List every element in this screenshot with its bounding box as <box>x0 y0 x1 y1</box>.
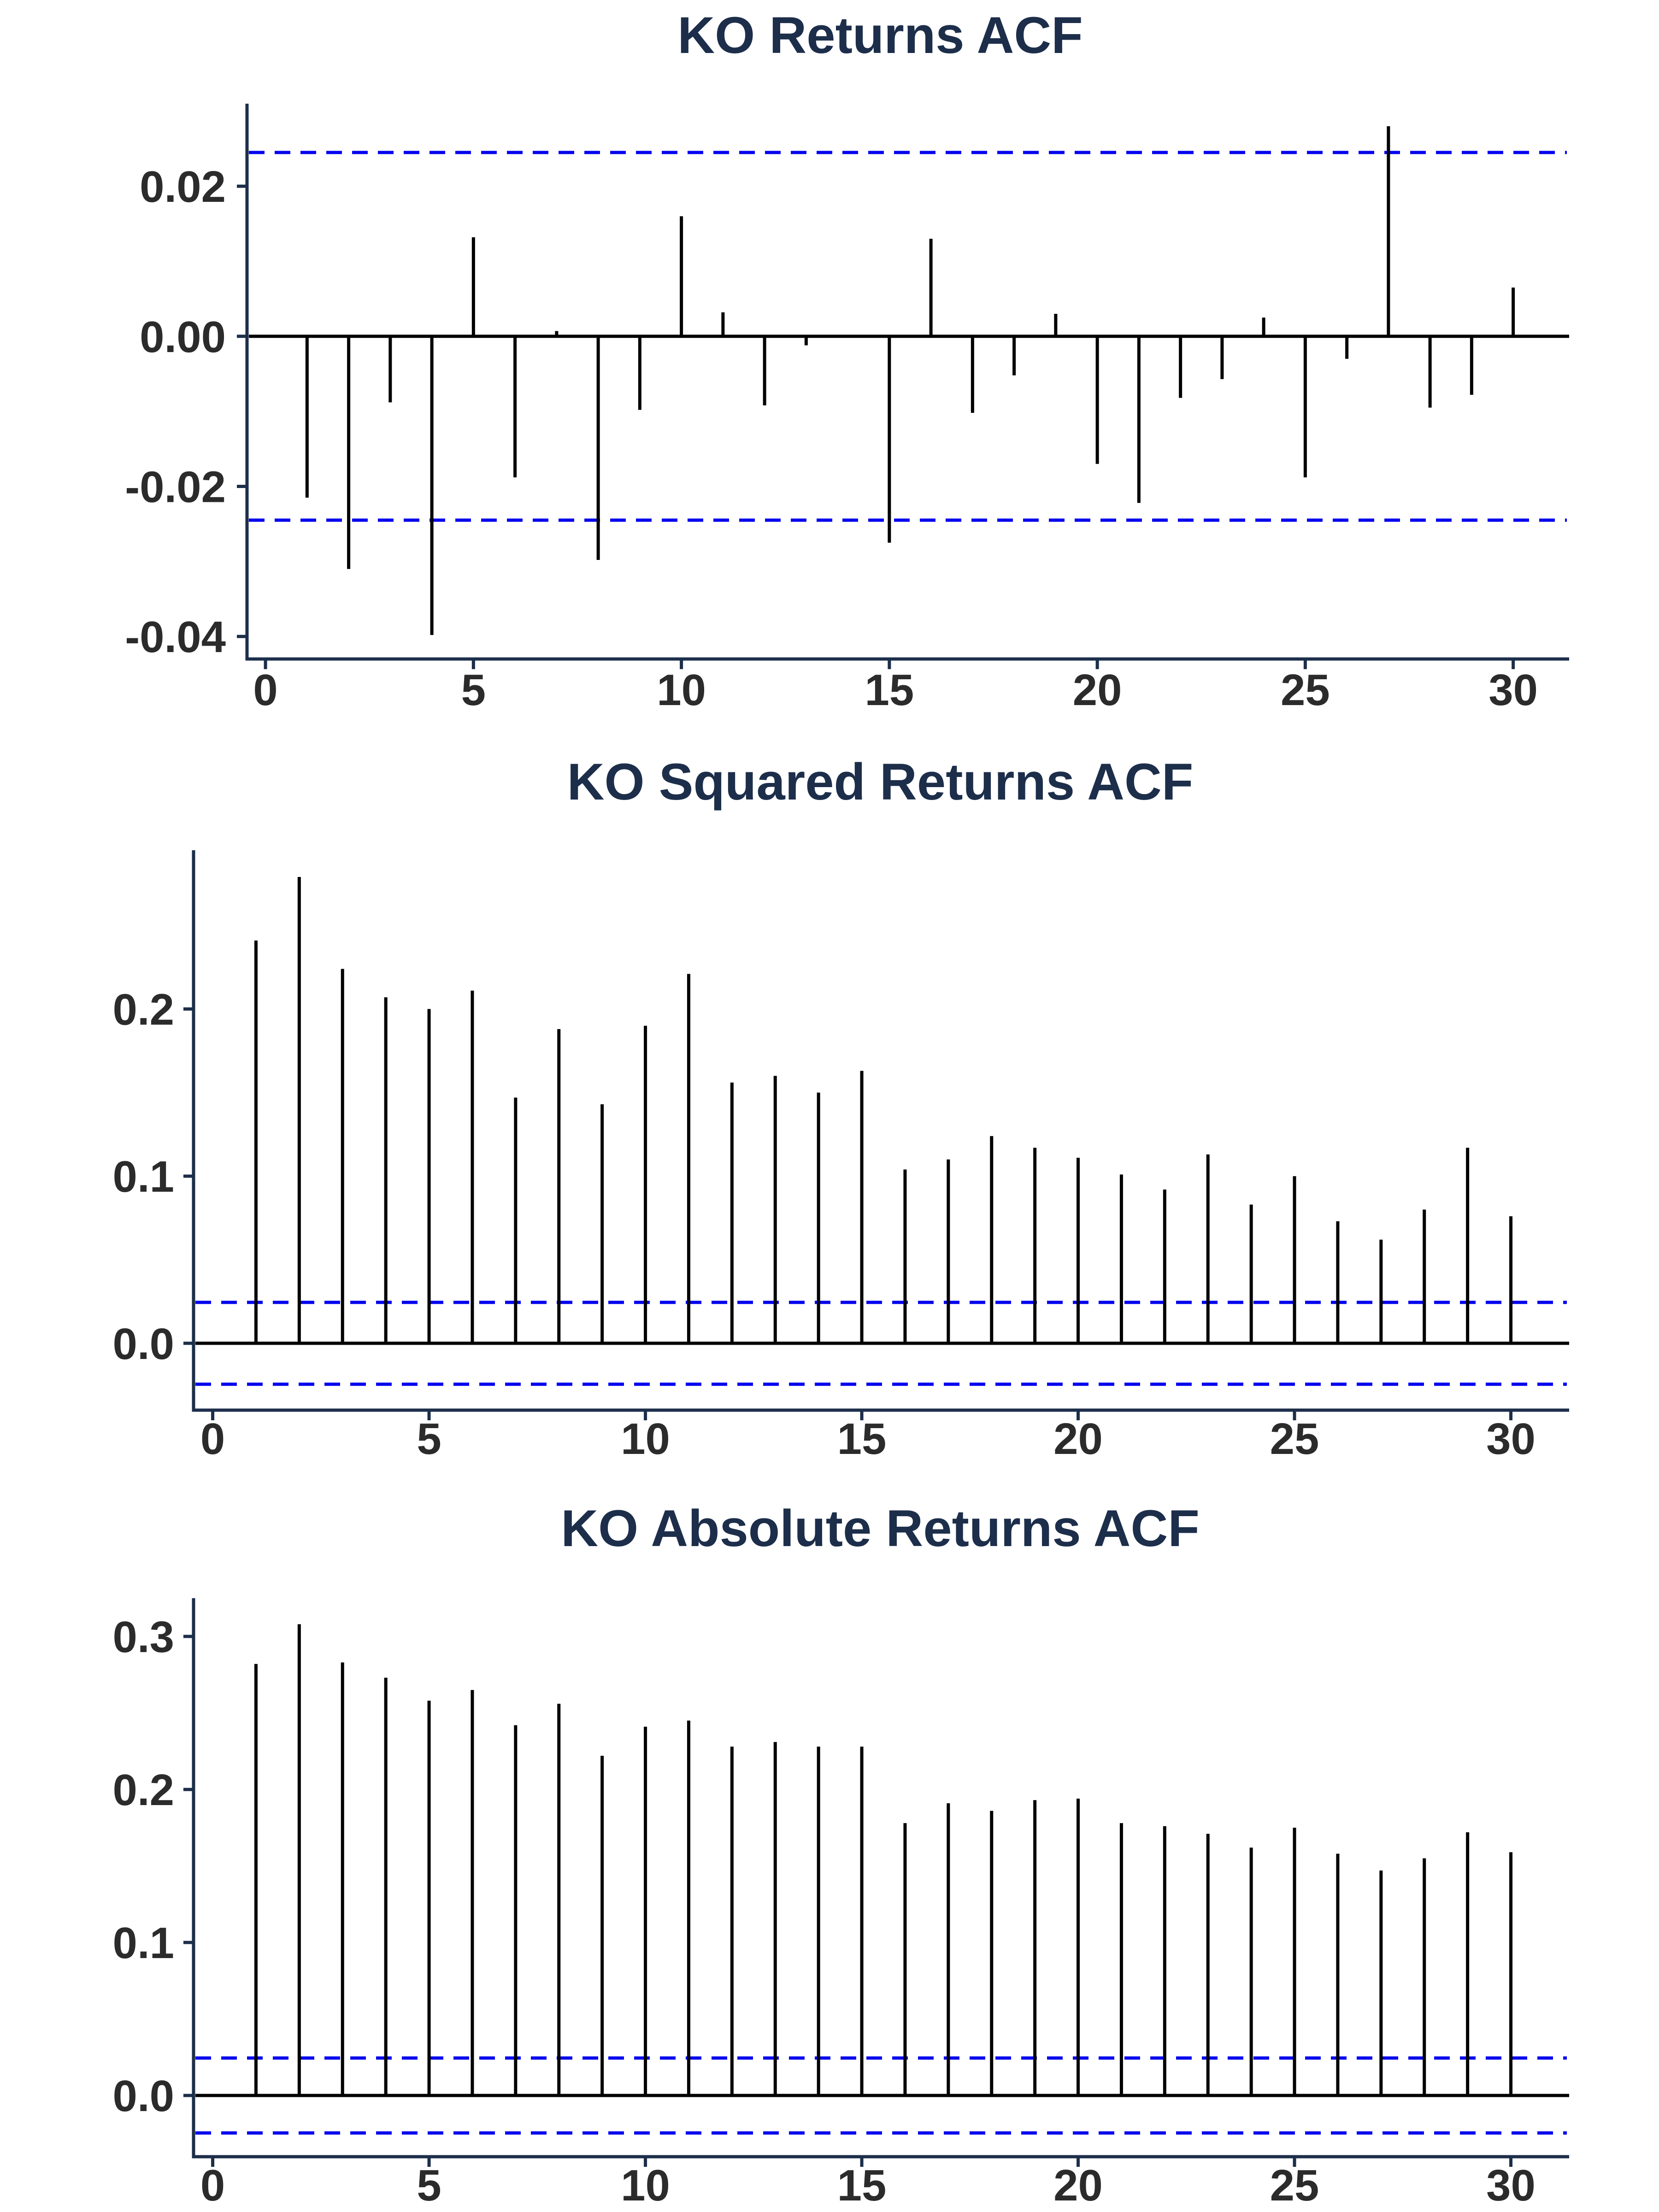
x-tick-label: 5 <box>461 665 486 715</box>
y-tick-label: -0.04 <box>125 612 226 662</box>
y-tick-label: 0.1 <box>113 1152 174 1201</box>
x-tick-label: 10 <box>621 1414 670 1464</box>
x-tick-label: 20 <box>1053 2161 1103 2210</box>
x-tick-label: 15 <box>837 1414 887 1464</box>
y-tick-label: 0.00 <box>140 312 226 362</box>
x-tick-label: 15 <box>837 2161 887 2210</box>
y-tick-label: 0.0 <box>113 1319 174 1369</box>
x-tick-label: 5 <box>417 2161 441 2210</box>
y-tick-label: 0.3 <box>113 1612 174 1662</box>
x-tick-label: 20 <box>1053 1414 1103 1464</box>
x-tick-label: 0 <box>253 665 277 715</box>
x-tick-label: 30 <box>1486 2161 1535 2210</box>
chart-title: KO Absolute Returns ACF <box>561 1500 1200 1557</box>
x-tick-label: 30 <box>1486 1414 1535 1464</box>
returns-acf-panel: KO Returns ACF -0.04 -0.02 0.00 0.02 0 5 10 15 20… <box>0 0 1659 733</box>
x-tick-label: 10 <box>621 2161 670 2210</box>
y-tick-label: -0.02 <box>125 462 226 512</box>
x-tick-label: 30 <box>1488 665 1538 715</box>
y-tick-label: 0.2 <box>113 1765 174 1815</box>
x-tick-label: 25 <box>1270 2161 1319 2210</box>
chart-title: KO Returns ACF <box>677 6 1082 64</box>
y-tick-label: 0.1 <box>113 1918 174 1968</box>
x-tick-label: 25 <box>1270 1414 1319 1464</box>
x-tick-label: 15 <box>865 665 914 715</box>
chart-title: KO Squared Returns ACF <box>567 753 1194 811</box>
x-tick-label: 10 <box>657 665 706 715</box>
x-tick-label: 0 <box>200 1414 225 1464</box>
x-tick-label: 5 <box>417 1414 441 1464</box>
x-tick-label: 20 <box>1073 665 1122 715</box>
absolute-returns-acf-panel: KO Absolute Returns ACF 0.0 0.1 0.2 0.3 0 5 10 1… <box>0 1465 1659 2212</box>
y-tick-label: 0.2 <box>113 985 174 1035</box>
x-tick-label: 0 <box>200 2161 225 2210</box>
y-tick-label: 0.0 <box>113 2071 174 2121</box>
squared-returns-acf-panel: KO Squared Returns ACF 0.0 0.1 0.2 0 5 10 15 20 2… <box>0 733 1659 1465</box>
returns-acf-chart: KO Returns ACF -0.04 -0.02 0.00 0.02 0 5 10 15 20… <box>125 6 1569 715</box>
y-tick-label: 0.02 <box>140 162 226 212</box>
squared-returns-acf-chart: KO Squared Returns ACF 0.0 0.1 0.2 0 5 10 15 20 2… <box>113 753 1569 1464</box>
x-tick-label: 25 <box>1281 665 1330 715</box>
absolute-returns-acf-chart: KO Absolute Returns ACF 0.0 0.1 0.2 0.3 0 5 10 1… <box>113 1500 1569 2210</box>
